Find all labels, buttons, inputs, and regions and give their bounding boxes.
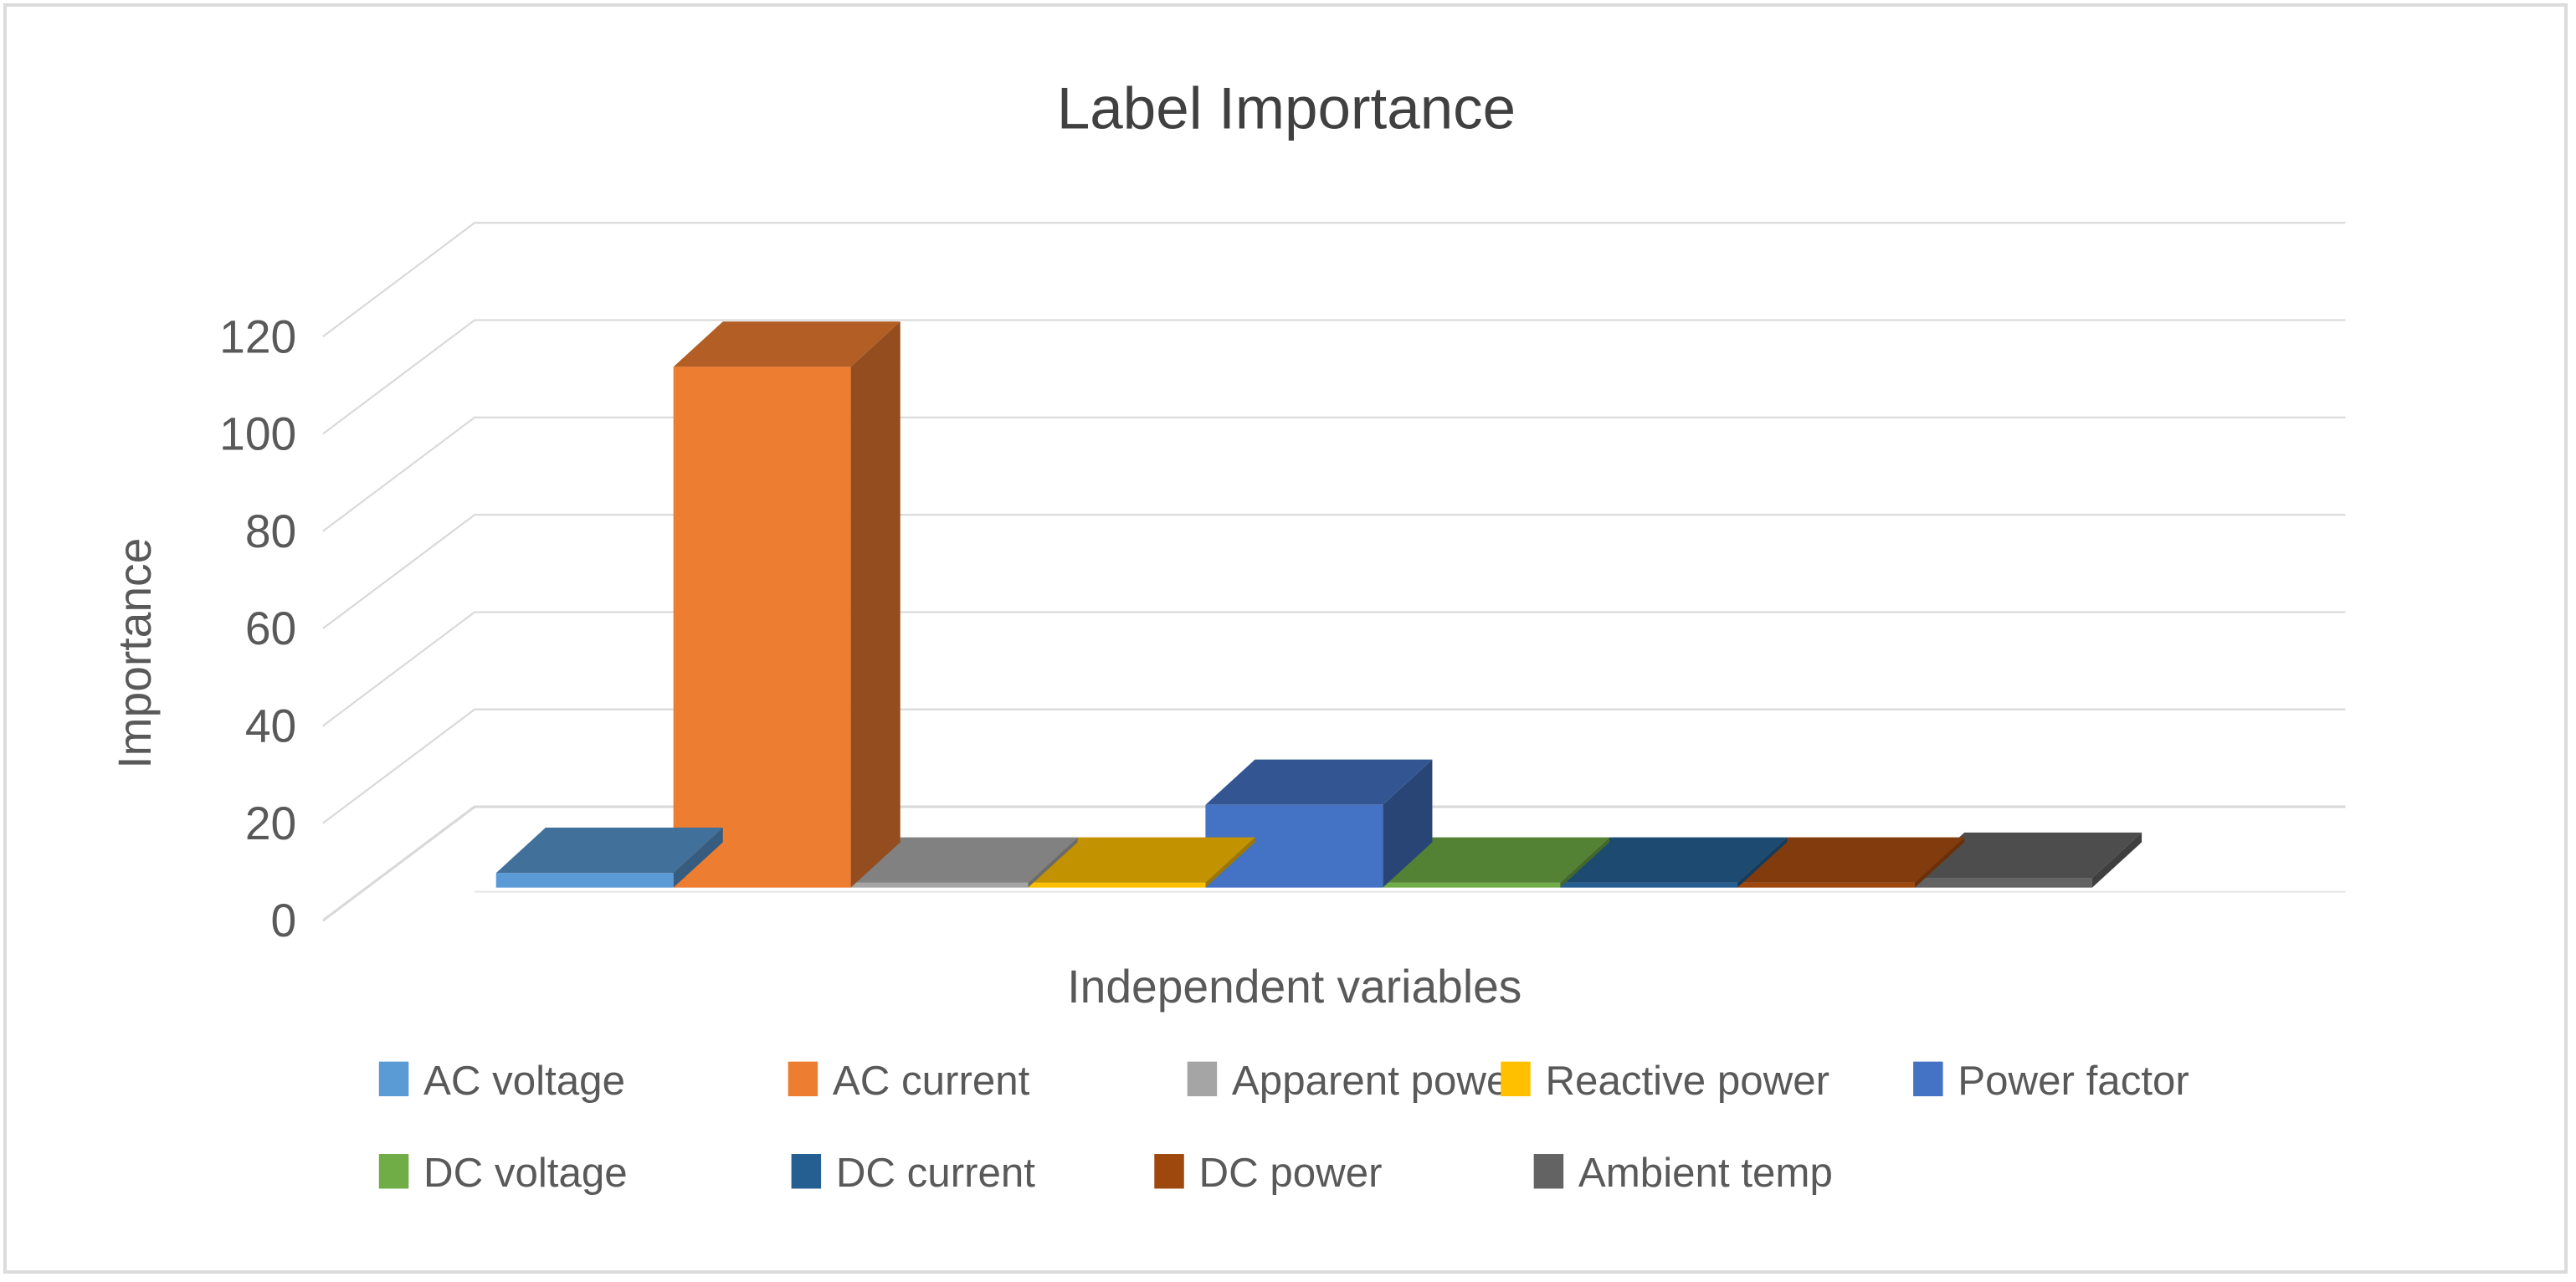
legend-swatch-power-factor bbox=[1913, 1061, 1943, 1097]
bar-power-factor bbox=[1205, 759, 1433, 888]
legend-label-ac-voltage: AC voltage bbox=[423, 1058, 625, 1104]
legend-label-apparent-power: Apparent power bbox=[1232, 1058, 1523, 1104]
legend-item-ac-current: AC current bbox=[788, 1058, 1030, 1104]
gridline-20 bbox=[322, 708, 2346, 824]
bar-apparent-power bbox=[850, 837, 1078, 888]
gridlines bbox=[321, 222, 2346, 922]
bar-side-face bbox=[1560, 837, 1610, 888]
bar-front-face bbox=[1383, 882, 1561, 888]
y-tick-label-0: 0 bbox=[271, 895, 297, 946]
legend-label-dc-current: DC current bbox=[836, 1150, 1035, 1196]
bar-front-face bbox=[850, 882, 1029, 888]
bar-top-face bbox=[1028, 837, 1255, 883]
y-tick-label-80: 80 bbox=[245, 505, 296, 557]
legend-label-reactive-power: Reactive power bbox=[1545, 1058, 1829, 1104]
bars bbox=[495, 321, 2142, 888]
legend-item-ac-voltage: AC voltage bbox=[378, 1058, 625, 1104]
bar-side-face bbox=[1737, 837, 1788, 888]
bar-top-face bbox=[1205, 759, 1433, 805]
legend-item-dc-power: DC power bbox=[1154, 1150, 1383, 1196]
bar-front-face bbox=[1028, 882, 1206, 888]
y-tick-label-40: 40 bbox=[245, 700, 296, 751]
label-importance-chart: 0 20 40 60 80 100 120 Label Importance Importanc… bbox=[109, 76, 2346, 1196]
legend-label-dc-power: DC power bbox=[1199, 1150, 1383, 1196]
bar-front-face bbox=[1915, 878, 2092, 888]
chart-frame: 0 20 40 60 80 100 120 Label Importance Importanc… bbox=[3, 3, 2568, 1274]
legend-label-ambient-temp: Ambient temp bbox=[1578, 1150, 1833, 1196]
legend-swatch-apparent-power bbox=[1187, 1061, 1218, 1097]
gridline-0 bbox=[321, 805, 2346, 922]
legend-swatch-reactive-power bbox=[1501, 1061, 1531, 1097]
bar-front-face bbox=[673, 367, 851, 888]
legend-item-ambient-temp: Ambient temp bbox=[1533, 1150, 1833, 1196]
gridline-60 bbox=[322, 514, 2346, 630]
legend-swatch-ac-current bbox=[788, 1061, 818, 1097]
bar-side-face bbox=[673, 828, 723, 888]
bar-front-face bbox=[1560, 882, 1738, 888]
bar-side-face bbox=[850, 321, 901, 888]
legend-item-apparent-power: Apparent power bbox=[1187, 1058, 1523, 1104]
y-tick-label-100: 100 bbox=[219, 408, 296, 460]
bar-ambient-temp bbox=[1915, 832, 2142, 888]
y-axis-title: Importance bbox=[109, 538, 161, 769]
legend-item-dc-current: DC current bbox=[791, 1150, 1035, 1196]
bar-side-face bbox=[1028, 837, 1078, 888]
legend-swatch-dc-power bbox=[1154, 1154, 1184, 1189]
bar-top-face bbox=[1383, 837, 1610, 883]
bar-side-face bbox=[1915, 837, 1965, 888]
y-tick-label-120: 120 bbox=[219, 310, 296, 362]
bar-top-face bbox=[673, 321, 901, 367]
bar-dc-power bbox=[1737, 837, 1965, 888]
gridline-40 bbox=[322, 611, 2346, 727]
gridline-100 bbox=[322, 319, 2346, 435]
bar-top-face bbox=[850, 837, 1078, 883]
bar-top-face bbox=[495, 828, 723, 874]
legend-swatch-dc-current bbox=[791, 1154, 822, 1189]
legend: AC voltage AC current Apparent power Reacti… bbox=[378, 1058, 2189, 1196]
gridline-120 bbox=[322, 222, 2346, 338]
legend-swatch-dc-voltage bbox=[378, 1154, 409, 1189]
legend-label-dc-voltage: DC voltage bbox=[423, 1150, 628, 1196]
bar-front-face bbox=[1737, 882, 1916, 888]
legend-item-power-factor: Power factor bbox=[1913, 1058, 2189, 1104]
bar-top-face bbox=[1560, 837, 1788, 883]
legend-swatch-ambient-temp bbox=[1533, 1154, 1564, 1189]
bar-top-face bbox=[1737, 837, 1965, 883]
chart-root: 0 20 40 60 80 100 120 Label Importance Importanc… bbox=[109, 76, 2346, 1196]
bar-dc-current bbox=[1560, 837, 1788, 888]
chart-title: Label Importance bbox=[1057, 76, 1516, 142]
bar-dc-voltage bbox=[1383, 837, 1610, 888]
bar-top-face bbox=[1915, 832, 2142, 879]
y-axis-ticks: 0 20 40 60 80 100 120 bbox=[219, 310, 296, 946]
y-tick-label-60: 60 bbox=[245, 603, 296, 654]
bar-ac-current bbox=[673, 321, 901, 888]
x-axis-title: Independent variables bbox=[1067, 961, 1521, 1013]
legend-label-power-factor: Power factor bbox=[1958, 1058, 2189, 1104]
bar-ac-voltage bbox=[495, 828, 723, 888]
bar-front-face bbox=[495, 873, 674, 888]
legend-label-ac-current: AC current bbox=[833, 1058, 1030, 1104]
legend-item-reactive-power: Reactive power bbox=[1501, 1058, 1829, 1104]
bar-reactive-power bbox=[1028, 837, 1255, 888]
bar-side-face bbox=[2091, 832, 2142, 888]
legend-item-dc-voltage: DC voltage bbox=[378, 1150, 628, 1196]
y-tick-label-20: 20 bbox=[245, 797, 296, 849]
bar-side-face bbox=[1383, 759, 1433, 888]
gridline-80 bbox=[322, 416, 2346, 532]
bar-side-face bbox=[1205, 837, 1255, 888]
legend-swatch-ac-voltage bbox=[378, 1061, 409, 1097]
